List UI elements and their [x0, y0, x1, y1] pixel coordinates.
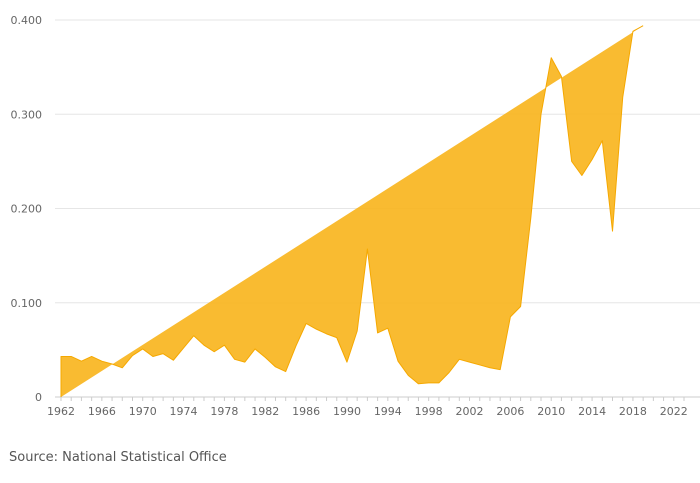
x-tick-label: 1994 [374, 405, 402, 418]
x-tick-label: 1970 [129, 405, 157, 418]
area-layer [60, 25, 644, 397]
y-tick-label: 0.200 [11, 203, 43, 216]
x-tick-label: 2002 [456, 405, 484, 418]
series-area [60, 25, 644, 397]
x-tick-label: 1978 [210, 405, 238, 418]
x-tick-label: 2018 [619, 405, 647, 418]
y-tick-label: 0.100 [11, 297, 43, 310]
y-axis: 0 0.100 0.200 0.300 0.400 [11, 14, 43, 404]
x-tick-label: 1966 [88, 405, 116, 418]
x-tick-label: 2010 [537, 405, 565, 418]
x-tick-label: 1974 [170, 405, 198, 418]
x-axis: 1962 1966 1970 1974 1978 1982 1986 1990 1994 1998… [47, 397, 688, 418]
area-chart: 1962 1966 1970 1974 1978 1982 1986 1990 1994 1998… [11, 14, 700, 418]
x-tick-label: 2022 [660, 405, 688, 418]
x-tick-label: 2014 [578, 405, 606, 418]
x-tick-label: 1982 [251, 405, 279, 418]
x-tick-label: 2006 [496, 405, 524, 418]
y-tick-label: 0 [35, 391, 42, 404]
x-tick-label: 1998 [415, 405, 443, 418]
y-tick-label: 0.300 [11, 108, 43, 121]
y-tick-label: 0.400 [11, 14, 43, 27]
source-note: Source: National Statistical Office [9, 450, 227, 465]
x-tick-label: 1990 [333, 405, 361, 418]
x-tick-label: 1986 [292, 405, 320, 418]
x-tick-label: 1962 [47, 405, 75, 418]
